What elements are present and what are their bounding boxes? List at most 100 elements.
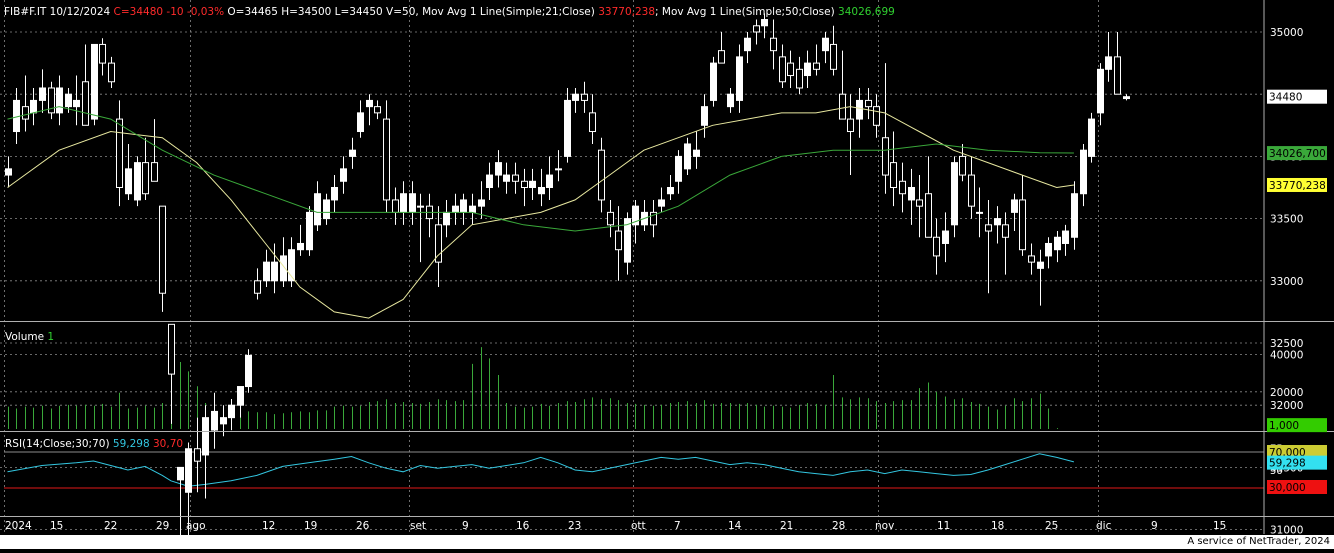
candle-body-up [675, 155, 682, 182]
candle-body-down [779, 56, 786, 83]
candle-body-up [5, 168, 12, 176]
candle [770, 19, 777, 70]
candle [340, 156, 347, 194]
candle-body-down [753, 25, 760, 33]
candle-body-down [142, 162, 149, 195]
x-tick-label: 23 [568, 520, 581, 532]
candle-body-up [1054, 236, 1061, 251]
candle-body-up [357, 112, 364, 133]
candle [951, 156, 958, 238]
x-tick-label: ott [631, 520, 646, 532]
rsi-current-tag-text: 59,298 [1269, 458, 1306, 470]
candle-body-up [271, 261, 278, 282]
candle-body-down [985, 224, 992, 232]
candle-body-down [435, 224, 442, 263]
candle [151, 119, 158, 182]
candle [1054, 231, 1061, 263]
candle-body-down [650, 211, 657, 226]
rsi-value: 59,298 [113, 438, 150, 450]
candle [615, 206, 622, 281]
candle [1019, 175, 1026, 256]
candle-body-down [813, 62, 820, 70]
candle [727, 87, 734, 113]
candle-body-up [323, 199, 330, 220]
candle [916, 175, 923, 238]
candle [1114, 32, 1121, 95]
candle-body-down [847, 118, 854, 133]
rsi-panel-title: RSI(14;Close;30;70) 59,298 30,70 [5, 438, 183, 450]
candle-body-down [796, 68, 803, 89]
candle [959, 143, 966, 182]
candle [856, 87, 863, 138]
candle-body-down [1028, 255, 1035, 263]
grid-lines [0, 0, 1264, 534]
candle-body-up [228, 404, 235, 419]
candle-body-down [374, 106, 381, 114]
candle-body-up [202, 417, 209, 456]
candle [134, 156, 141, 207]
candle [624, 212, 631, 275]
candle-body-down [916, 199, 923, 207]
candle-body-down [82, 81, 89, 126]
candle-body-up [1071, 193, 1078, 238]
candle-body-up [469, 205, 476, 213]
candle [211, 392, 218, 449]
candle-body-up [177, 466, 184, 481]
candle [555, 150, 562, 182]
candle [796, 56, 803, 95]
candle [968, 156, 975, 219]
x-tick-label: 19 [304, 520, 317, 532]
candle-body-up [220, 417, 227, 425]
candle [684, 137, 691, 176]
candle [237, 386, 244, 418]
header-change: C=34480 -10 -0,03% [114, 6, 225, 18]
candle-body-down [194, 448, 201, 462]
candle-body-up [1037, 261, 1044, 269]
candle [804, 50, 811, 88]
candle [641, 199, 648, 232]
candle-body-down [607, 211, 614, 226]
price-tick-label: 32000 [1270, 400, 1303, 412]
candle-body-up [856, 99, 863, 120]
candle-body-up [976, 211, 983, 214]
x-tick-label: 26 [356, 520, 370, 532]
volume-last-tag: 1,000 [1267, 418, 1327, 433]
candle-body-up [994, 218, 1001, 226]
x-tick-label: 22 [104, 520, 117, 532]
candle-body-down [1114, 56, 1121, 95]
candle-body-up [297, 242, 304, 251]
candle [1088, 112, 1095, 163]
candle-body-down [1019, 199, 1026, 251]
candle-body-up [288, 249, 295, 282]
candle [908, 168, 915, 225]
candle [91, 43, 98, 126]
ma21-line [7, 106, 1074, 319]
price-tick-label: 32500 [1270, 338, 1303, 350]
candle-body-up [624, 218, 631, 263]
candle [744, 32, 751, 64]
candle [658, 187, 665, 213]
ma21-tag: 33770,238 [1267, 177, 1327, 192]
candle [847, 94, 854, 176]
candle [512, 162, 519, 194]
candle [331, 175, 338, 213]
ma21-tag-bg [1267, 177, 1327, 192]
candle [486, 162, 493, 200]
rsi-current-tag-bg [1267, 455, 1327, 470]
candle-body-up [65, 93, 72, 108]
axes [0, 0, 1334, 534]
rsi-line [7, 453, 1075, 487]
rsi-tick-label: 50 [1270, 466, 1283, 477]
candle-body-up [572, 93, 579, 101]
volume-last-tag-bg [1267, 418, 1327, 433]
candle-body-up [503, 174, 510, 182]
candle [254, 268, 261, 300]
candle-body-up [1105, 56, 1112, 70]
candle-body-up [727, 93, 734, 108]
x-tick-label: 7 [674, 520, 681, 532]
candle [589, 94, 596, 144]
x-tick-label: 12 [262, 520, 275, 532]
candle [933, 218, 940, 275]
rsi-lower-tag-text: 30,000 [1269, 482, 1306, 494]
candle-body-up [701, 106, 708, 126]
